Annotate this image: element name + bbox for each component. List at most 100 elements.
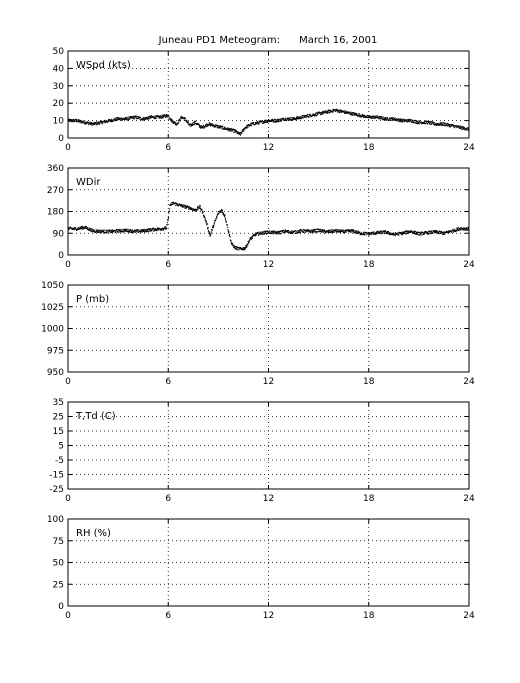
data-point — [313, 113, 315, 115]
data-point — [462, 128, 464, 130]
data-point — [344, 110, 346, 112]
data-point — [438, 232, 440, 234]
data-point — [103, 119, 106, 122]
data-point — [293, 117, 295, 119]
x-tick-label: 6 — [165, 494, 171, 504]
data-point — [183, 206, 185, 208]
data-point — [105, 121, 108, 123]
data-point — [155, 117, 157, 119]
data-point — [334, 229, 336, 231]
data-point — [435, 229, 437, 232]
data-point — [259, 231, 261, 233]
data-point — [102, 230, 104, 232]
data-point — [276, 119, 278, 121]
data-point — [149, 116, 152, 118]
data-point — [308, 114, 310, 116]
data-point — [274, 118, 277, 121]
data-point — [443, 233, 445, 235]
data-point — [247, 242, 250, 244]
data-point — [276, 119, 278, 121]
data-point — [240, 132, 243, 134]
data-point — [302, 231, 304, 233]
data-point — [185, 207, 187, 209]
data-point — [356, 230, 358, 232]
data-point — [246, 246, 248, 248]
data-point — [117, 230, 119, 233]
data-point — [317, 114, 319, 116]
data-point — [239, 246, 241, 249]
data-point — [391, 233, 394, 235]
data-point — [101, 122, 103, 124]
y-tick-label: -15 — [49, 471, 64, 481]
data-point — [347, 230, 349, 232]
data-point — [118, 231, 120, 233]
data-point — [243, 248, 245, 250]
data-point — [194, 210, 196, 212]
data-point — [241, 130, 243, 132]
data-point — [264, 121, 266, 123]
data-point — [142, 229, 144, 231]
data-point — [89, 123, 91, 125]
data-point — [149, 228, 151, 230]
data-point — [378, 117, 380, 120]
data-point — [172, 203, 174, 205]
data-point — [426, 122, 428, 124]
data-point — [83, 123, 86, 125]
data-point — [379, 230, 382, 232]
data-point — [229, 128, 231, 130]
data-point — [95, 229, 98, 231]
data-point — [163, 116, 165, 118]
data-point — [164, 114, 167, 116]
data-point — [281, 231, 283, 233]
data-point — [213, 222, 216, 224]
data-point — [176, 124, 178, 126]
data-point — [289, 232, 292, 234]
data-point — [332, 108, 334, 110]
data-point — [403, 121, 405, 123]
data-point — [84, 226, 86, 228]
data-point — [354, 112, 356, 114]
data-point — [289, 231, 291, 233]
data-point — [136, 229, 138, 231]
data-point — [335, 110, 338, 112]
data-point — [234, 246, 236, 248]
data-point — [158, 227, 160, 229]
data-point — [389, 232, 391, 234]
y-tick-label: 360 — [47, 164, 64, 174]
data-point — [446, 125, 448, 127]
data-point — [129, 118, 131, 120]
data-point — [220, 211, 222, 213]
data-point — [408, 121, 411, 123]
data-point — [389, 117, 391, 119]
data-point — [275, 121, 277, 123]
data-point — [362, 234, 364, 236]
data-point — [225, 128, 227, 130]
data-point — [202, 127, 204, 129]
data-point — [280, 119, 282, 121]
data-point — [405, 120, 407, 122]
data-point — [79, 120, 81, 122]
data-point — [143, 119, 145, 121]
data-point — [133, 231, 135, 233]
data-point — [283, 118, 285, 120]
data-point — [320, 230, 322, 232]
data-point — [309, 230, 311, 232]
panel-label: T,Td (C) — [75, 411, 116, 422]
data-point — [188, 208, 190, 210]
data-point — [462, 228, 464, 230]
data-point — [267, 121, 269, 123]
data-point — [210, 125, 212, 127]
data-point — [126, 119, 128, 121]
data-point — [98, 231, 100, 233]
data-point — [124, 118, 126, 121]
data-point — [429, 232, 431, 235]
data-point — [344, 112, 346, 114]
data-point — [345, 229, 347, 231]
data-point — [157, 229, 159, 231]
data-point — [396, 120, 398, 122]
data-point — [465, 228, 467, 230]
data-point — [204, 218, 206, 220]
data-point — [400, 121, 402, 123]
panel-label: WSpd (kts) — [76, 60, 131, 71]
data-point — [452, 229, 454, 231]
